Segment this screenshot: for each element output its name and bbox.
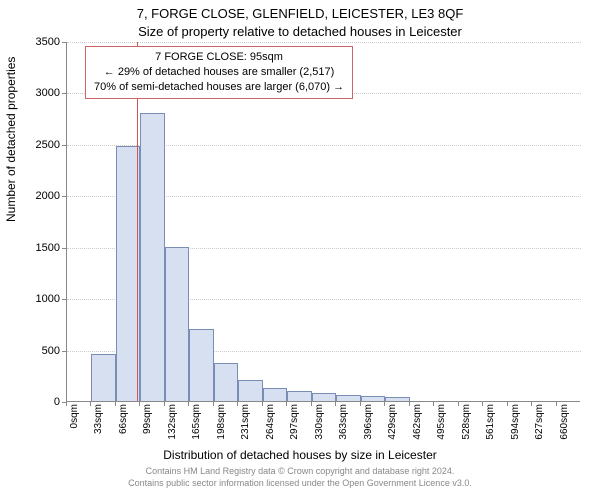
chart-container: 7, FORGE CLOSE, GLENFIELD, LEICESTER, LE… (0, 0, 600, 500)
x-tick-label: 198sqm (216, 404, 227, 454)
x-tick-mark (164, 402, 165, 406)
y-tick-label: 1000 (10, 293, 60, 305)
y-tick-label: 500 (10, 345, 60, 357)
x-tick-label: 528sqm (461, 404, 472, 454)
x-tick-mark (213, 402, 214, 406)
x-tick-label: 462sqm (412, 404, 423, 454)
x-tick-mark (335, 402, 336, 406)
x-tick-mark (482, 402, 483, 406)
x-tick-label: 627sqm (534, 404, 545, 454)
y-tick-mark (62, 196, 66, 197)
y-tick-label: 0 (10, 396, 60, 408)
histogram-bar (140, 113, 164, 401)
x-tick-mark (139, 402, 140, 406)
x-tick-mark (262, 402, 263, 406)
x-tick-label: 297sqm (289, 404, 300, 454)
x-tick-label: 330sqm (314, 404, 325, 454)
x-tick-label: 561sqm (485, 404, 496, 454)
x-tick-mark (409, 402, 410, 406)
x-tick-label: 132sqm (167, 404, 178, 454)
y-tick-label: 1500 (10, 242, 60, 254)
y-tick-mark (62, 248, 66, 249)
info-box: 7 FORGE CLOSE: 95sqm ← 29% of detached h… (85, 46, 353, 99)
x-tick-mark (556, 402, 557, 406)
footer: Contains HM Land Registry data © Crown c… (0, 466, 600, 489)
footer-line-1: Contains HM Land Registry data © Crown c… (0, 466, 600, 478)
footer-line-2: Contains public sector information licen… (0, 478, 600, 490)
histogram-bar (336, 395, 360, 401)
x-tick-mark (188, 402, 189, 406)
x-tick-mark (286, 402, 287, 406)
y-tick-label: 3000 (10, 87, 60, 99)
y-tick-label: 2500 (10, 139, 60, 151)
grid-line (67, 42, 581, 43)
x-tick-label: 231sqm (240, 404, 251, 454)
histogram-bar (312, 393, 336, 401)
y-tick-mark (62, 42, 66, 43)
info-line-1: 7 FORGE CLOSE: 95sqm (94, 50, 344, 65)
histogram-bar (165, 247, 189, 401)
histogram-bar (263, 388, 287, 401)
x-tick-mark (531, 402, 532, 406)
x-tick-label: 594sqm (510, 404, 521, 454)
x-tick-label: 363sqm (338, 404, 349, 454)
x-tick-label: 165sqm (191, 404, 202, 454)
y-tick-mark (62, 299, 66, 300)
histogram-bar (91, 354, 115, 401)
x-tick-label: 396sqm (363, 404, 374, 454)
histogram-bar (287, 391, 311, 401)
x-tick-mark (66, 402, 67, 406)
histogram-bar (361, 396, 385, 401)
x-tick-mark (360, 402, 361, 406)
x-tick-label: 66sqm (118, 404, 129, 454)
x-tick-label: 495sqm (436, 404, 447, 454)
histogram-bar (238, 380, 262, 401)
title-line-2: Size of property relative to detached ho… (0, 24, 600, 39)
histogram-bar (214, 363, 238, 401)
x-tick-label: 264sqm (265, 404, 276, 454)
y-tick-mark (62, 93, 66, 94)
y-tick-label: 2000 (10, 190, 60, 202)
x-tick-mark (458, 402, 459, 406)
y-tick-label: 3500 (10, 36, 60, 48)
x-tick-label: 429sqm (387, 404, 398, 454)
x-tick-mark (237, 402, 238, 406)
histogram-bar (189, 329, 213, 401)
x-tick-mark (115, 402, 116, 406)
title-line-1: 7, FORGE CLOSE, GLENFIELD, LEICESTER, LE… (0, 6, 600, 21)
histogram-bar (385, 397, 409, 401)
x-tick-label: 0sqm (69, 404, 80, 454)
x-tick-mark (384, 402, 385, 406)
x-tick-mark (90, 402, 91, 406)
info-line-2: ← 29% of detached houses are smaller (2,… (94, 65, 344, 80)
y-tick-mark (62, 351, 66, 352)
x-tick-mark (433, 402, 434, 406)
x-tick-label: 660sqm (559, 404, 570, 454)
x-tick-mark (311, 402, 312, 406)
y-tick-mark (62, 145, 66, 146)
x-tick-label: 99sqm (142, 404, 153, 454)
x-tick-label: 33sqm (93, 404, 104, 454)
info-line-3: 70% of semi-detached houses are larger (… (94, 80, 344, 95)
x-tick-mark (507, 402, 508, 406)
